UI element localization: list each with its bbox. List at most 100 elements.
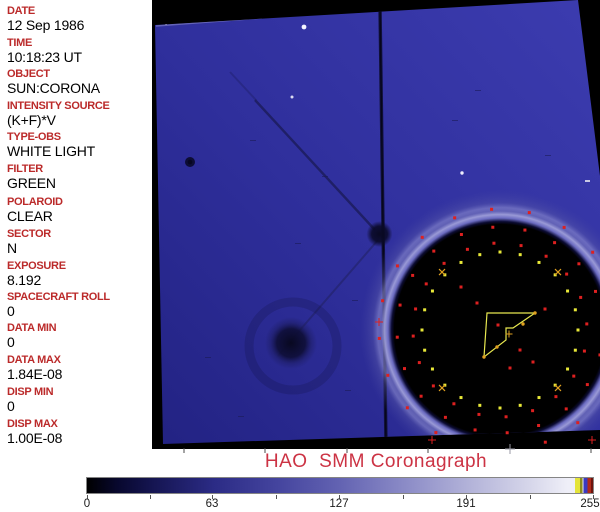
overlay-dot <box>459 285 463 289</box>
metadata-field: SECTOR N <box>7 228 152 256</box>
colorbar-tick <box>529 495 531 499</box>
intensity-colorbar <box>86 477 594 494</box>
overlay-dot <box>465 247 469 251</box>
metadata-field-value: 0 <box>7 334 15 350</box>
overlay-dot <box>490 207 494 211</box>
polygon-vertex-dot <box>533 311 537 315</box>
x-marker <box>554 268 562 276</box>
overlay-dot <box>537 423 541 427</box>
overlay-dot <box>377 336 381 340</box>
overlay-dot <box>598 353 600 357</box>
overlay-dot <box>591 250 595 254</box>
overlay-dot <box>403 367 407 371</box>
colorbar-tick <box>466 495 467 499</box>
dust-spot-small-core <box>187 159 193 165</box>
polygon-vertex-dot <box>521 322 525 326</box>
x-marker <box>554 384 562 392</box>
metadata-field-label: SECTOR <box>7 228 51 240</box>
overlay-dot <box>423 308 427 312</box>
dust-blob <box>265 317 317 369</box>
metadata-field-value: 1.00E-08 <box>7 430 63 446</box>
overlay-dot <box>566 289 570 293</box>
overlay-dot <box>572 374 576 378</box>
overlay-dot <box>593 289 597 293</box>
metadata-field: SPACECRAFT ROLL 0 <box>7 291 152 319</box>
colorbar-tick-label: 191 <box>456 498 476 510</box>
metadata-field-value: WHITE LIGHT <box>7 143 96 159</box>
metadata-field-value: GREEN <box>7 175 56 191</box>
overlay-dot <box>442 261 446 265</box>
overlay-dot <box>527 211 531 215</box>
overlay-dot <box>531 409 535 413</box>
overlay-dot <box>424 282 428 286</box>
colorbar-tick <box>593 495 594 499</box>
metadata-field-label: TYPE-OBS <box>7 131 61 143</box>
overlay-dot <box>405 406 409 410</box>
metadata-field-label: DATA MAX <box>7 354 61 366</box>
metadata-field-label: DATE <box>7 5 35 17</box>
overlay-dot <box>475 301 479 305</box>
overlay-dot <box>573 308 577 312</box>
overlay-dot <box>498 406 502 410</box>
metadata-field: TIME 10:18:23 UT <box>7 37 152 65</box>
overlay-dot <box>411 334 415 338</box>
overlay-dot <box>434 431 438 435</box>
overlay-dot <box>477 412 481 416</box>
overlay-dot <box>505 431 509 435</box>
metadata-field-label: OBJECT <box>7 68 50 80</box>
colorbar-tick <box>339 495 340 499</box>
overlay-dot <box>478 253 482 257</box>
metadata-field: DATE 12 Sep 1986 <box>7 5 152 33</box>
colorbar-tick <box>150 495 152 499</box>
overlay-dot <box>398 303 402 307</box>
metadata-field-value: N <box>7 240 17 256</box>
metadata-field-label: INTENSITY SOURCE <box>7 100 110 112</box>
overlay-dot <box>562 225 566 229</box>
metadata-field-value: 0 <box>7 303 15 319</box>
colorbar-tick-label: 127 <box>329 498 349 510</box>
support-wire-shadow-upper-faint <box>229 71 257 101</box>
overlay-dot <box>491 225 495 229</box>
overlay-dot <box>420 235 424 239</box>
overlay-dot <box>565 272 569 276</box>
x-marker <box>438 384 446 392</box>
overlay-dot <box>519 244 523 248</box>
overlay-dot <box>431 384 435 388</box>
overlay-dot <box>453 216 457 220</box>
overlay-dot <box>417 361 421 365</box>
overlay-dot <box>518 348 522 352</box>
colorbar-tick-label: 0 <box>83 498 91 510</box>
metadata-field-label: TIME <box>7 37 33 49</box>
overlay-dot <box>518 253 522 257</box>
overlay-dot <box>492 241 496 245</box>
overlay-dot <box>496 323 500 327</box>
overlay-dot <box>553 241 557 245</box>
metadata-field: FILTER GREEN <box>7 163 152 191</box>
overlay-dot <box>432 249 436 253</box>
overlay-dot <box>395 264 399 268</box>
metadata-field-value: 0 <box>7 398 15 414</box>
metadata-field-label: SPACECRAFT ROLL <box>7 291 110 303</box>
overlay-dot <box>420 328 424 332</box>
overlay-dot <box>543 307 547 311</box>
metadata-field: POLAROID CLEAR <box>7 196 152 224</box>
metadata-field-value: SUN:CORONA <box>7 80 100 96</box>
colorbar-tick <box>275 495 277 499</box>
metadata-sidebar: DATE 12 Sep 1986 TIME 10:18:23 UT OBJECT SUN:… <box>0 0 152 455</box>
metadata-field-value: 8.192 <box>7 272 42 288</box>
overlay-dot <box>573 348 577 352</box>
metadata-field-value: (K+F)*V <box>7 112 56 128</box>
metadata-field: OBJECT SUN:CORONA <box>7 68 152 96</box>
overlay-dot <box>566 367 570 371</box>
metadata-field-label: POLAROID <box>7 196 63 208</box>
occulting-disk-with-diffraction-rings <box>360 190 600 444</box>
overlay-dot <box>554 395 558 399</box>
overlay-dot <box>543 440 547 444</box>
metadata-field: EXPOSURE 8.192 <box>7 260 152 288</box>
overlay-dot <box>478 403 482 407</box>
colorbar-tick <box>212 495 213 499</box>
overlay-dot <box>576 421 580 425</box>
dust-blob-halo <box>244 297 342 395</box>
metadata-field: DISP MIN 0 <box>7 386 152 414</box>
